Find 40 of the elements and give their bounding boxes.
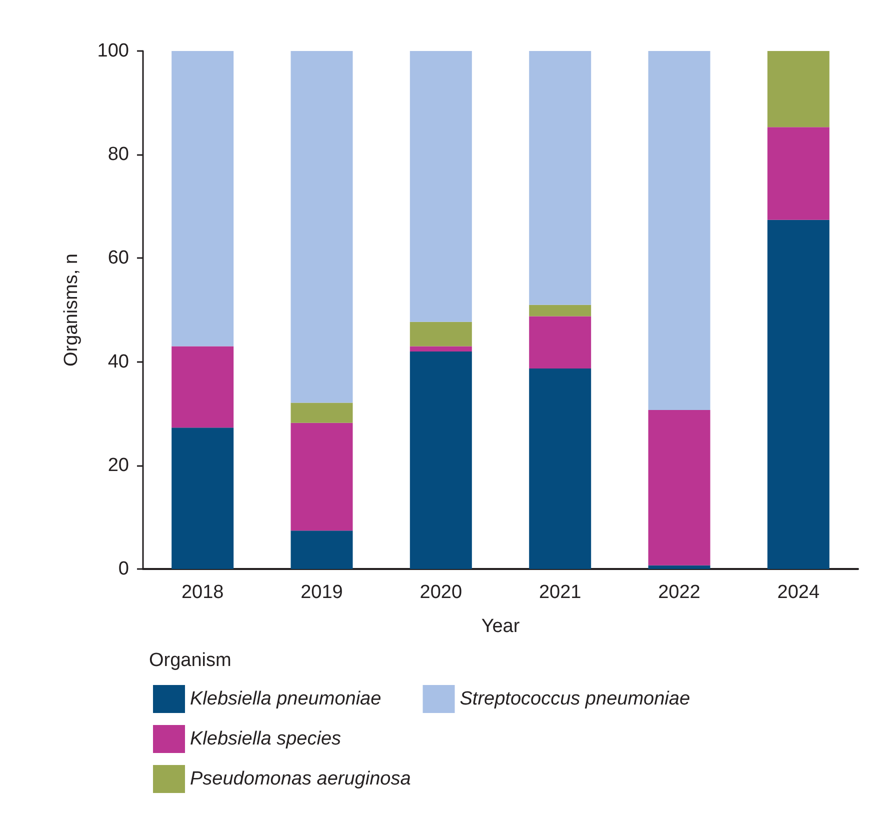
bar: [290, 402, 353, 423]
bar: [767, 127, 830, 220]
bar: [410, 351, 472, 569]
x-tick-label: 2020: [420, 582, 462, 603]
bar: [290, 530, 353, 569]
x-tick-label: 2022: [658, 582, 700, 603]
bar: [529, 316, 592, 369]
bar: [410, 322, 472, 346]
legend-label: Klebsiella species: [190, 728, 342, 750]
bar: [172, 428, 234, 569]
x-tick-label: 2024: [777, 582, 820, 603]
bar: [172, 51, 234, 346]
legend-label: Klebsiella pneumoniae: [190, 688, 382, 710]
x-tick-label: 2018: [181, 582, 224, 603]
bar: [648, 410, 710, 566]
y-axis-title: Organisms, n: [61, 254, 82, 366]
bar: [410, 51, 472, 322]
y-tick-label: 100: [97, 40, 129, 62]
x-tick-label: 2019: [300, 582, 343, 603]
legend-title: Organism: [149, 650, 232, 671]
bar: [648, 565, 710, 569]
x-tick-label: 2021: [538, 582, 582, 603]
bar: [529, 368, 592, 569]
bar: [529, 51, 592, 305]
bar: [529, 304, 592, 316]
bar: [290, 422, 353, 531]
bar: [410, 346, 472, 352]
legend-label: Pseudomonas aeruginosa: [190, 768, 411, 790]
y-tick-label: 20: [108, 454, 129, 476]
y-tick-label: 80: [108, 144, 129, 166]
y-tick-label: 60: [108, 248, 129, 269]
y-tick-label: 0: [118, 558, 129, 580]
bar: [172, 346, 234, 428]
bar: [767, 220, 830, 569]
bar: [290, 51, 353, 403]
bar: [648, 51, 710, 410]
x-axis-title: Year: [481, 616, 520, 637]
bar: [767, 51, 830, 128]
legend-label: Streptococcus pneumoniae: [460, 688, 690, 710]
y-tick-label: 40: [108, 351, 129, 372]
